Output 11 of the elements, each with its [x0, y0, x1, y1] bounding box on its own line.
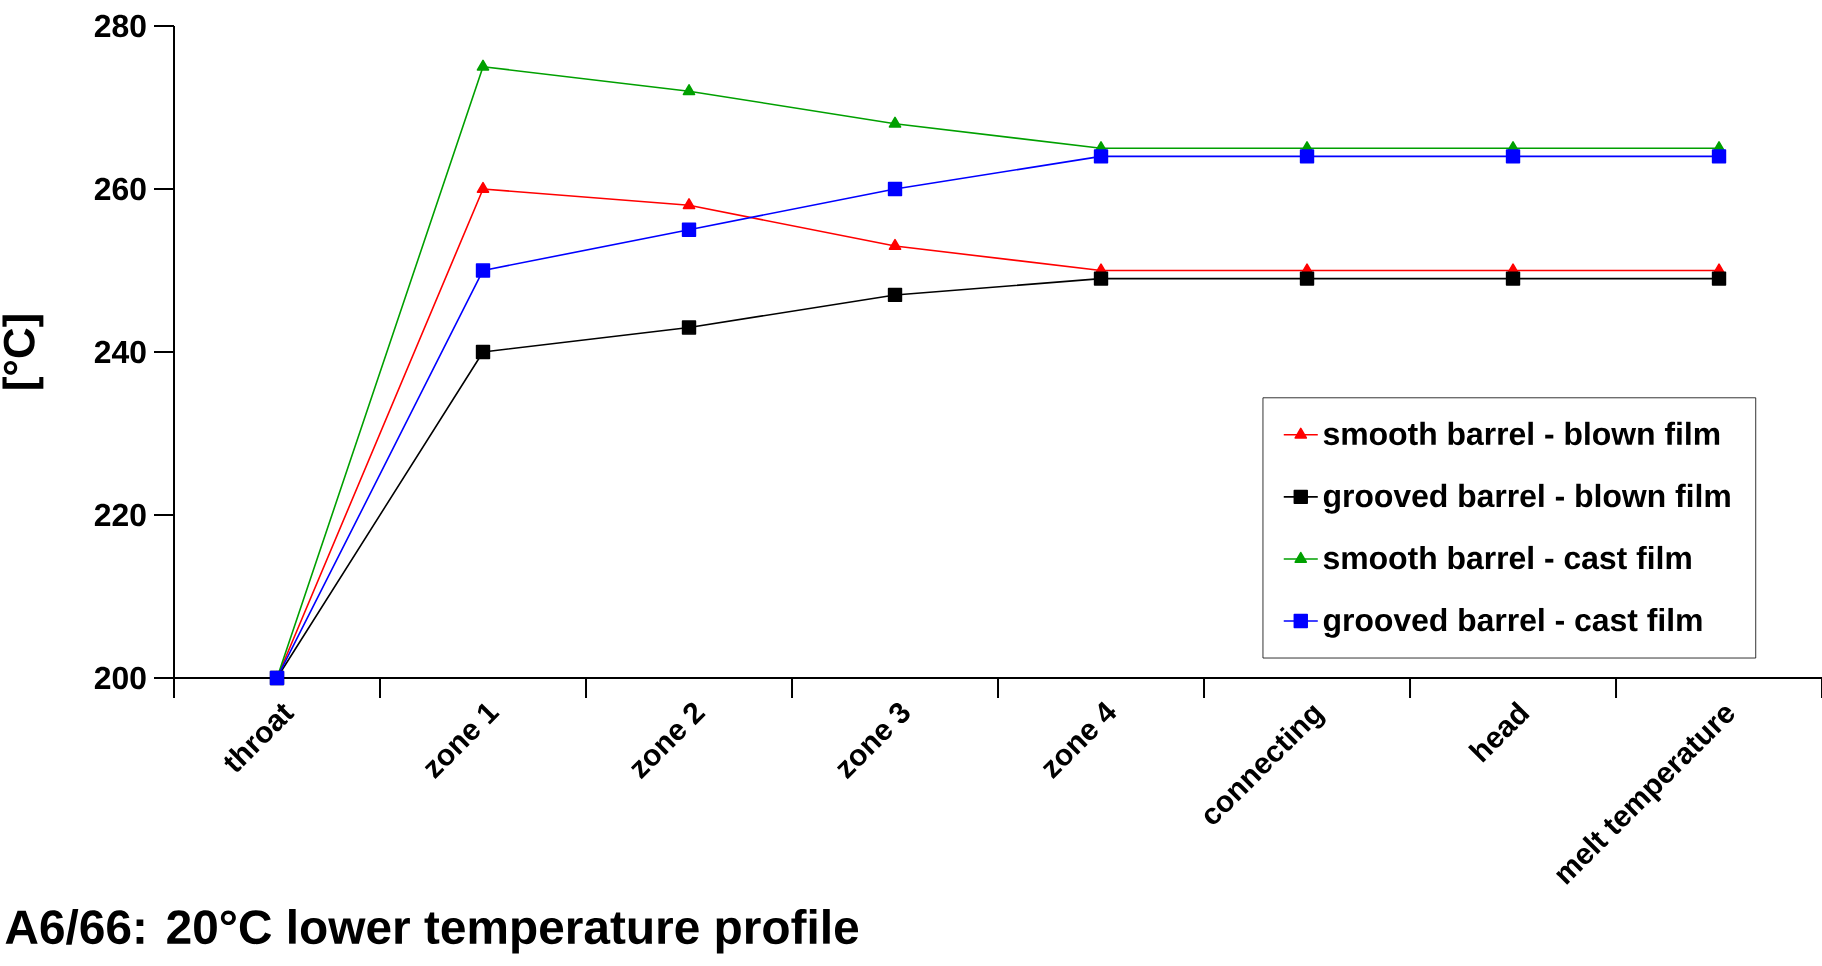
- y-tick-label: 200: [94, 666, 146, 690]
- y-tick-label: 240: [94, 340, 146, 364]
- y-tick-label: 280: [94, 14, 146, 38]
- y-tick-label: 220: [94, 503, 146, 527]
- legend-label: smooth barrel - cast film: [1323, 545, 1691, 570]
- text: A6/66: 20°C lower temperature profile: [5, 909, 859, 954]
- legend-label: grooved barrel - blown film: [1323, 483, 1730, 514]
- y-tick-label: 260: [94, 177, 146, 201]
- legend-label: grooved barrel - cast film: [1323, 607, 1702, 638]
- y-axis-title: [°C]: [2, 315, 44, 389]
- legend-label: smooth barrel - blown film: [1323, 421, 1720, 446]
